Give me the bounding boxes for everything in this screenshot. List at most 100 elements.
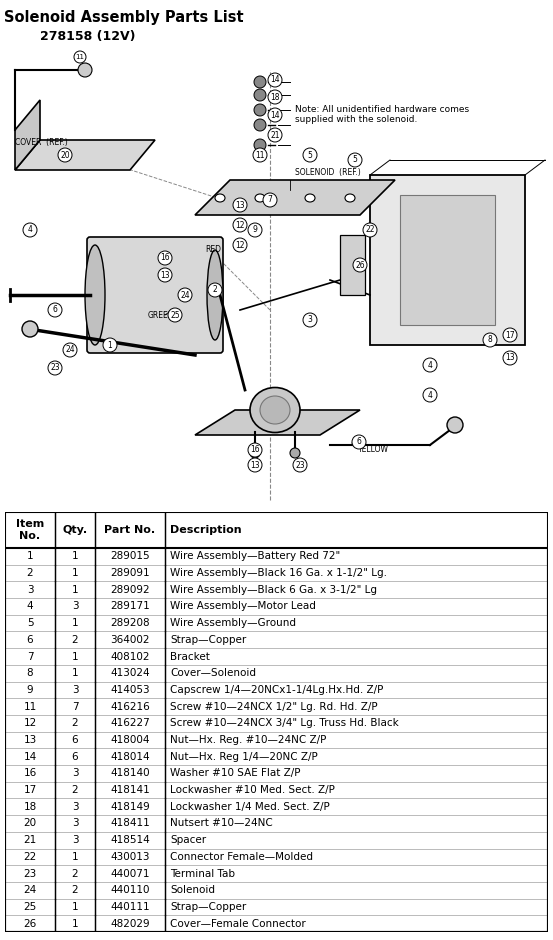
Text: 24: 24 [180, 290, 190, 300]
Text: 289208: 289208 [110, 619, 150, 628]
Text: 8: 8 [488, 336, 492, 344]
Circle shape [233, 198, 247, 212]
Circle shape [254, 119, 266, 131]
Text: 14: 14 [270, 75, 280, 85]
Text: 3: 3 [307, 316, 312, 324]
Text: 17: 17 [505, 331, 515, 339]
Text: 20: 20 [60, 150, 70, 160]
Circle shape [268, 108, 282, 122]
Text: 4: 4 [427, 390, 432, 400]
Text: 21: 21 [23, 835, 36, 845]
Text: 1: 1 [108, 340, 112, 350]
Text: 7: 7 [27, 651, 33, 662]
Text: 14: 14 [270, 111, 280, 119]
Text: Qty.: Qty. [62, 525, 87, 535]
Text: 13: 13 [160, 271, 170, 279]
Circle shape [168, 308, 182, 322]
Text: 14: 14 [23, 752, 36, 761]
Circle shape [268, 73, 282, 87]
Text: Terminal Tab: Terminal Tab [170, 869, 235, 879]
Ellipse shape [260, 396, 290, 424]
Text: 1: 1 [72, 902, 79, 912]
Text: Nutsert #10—24NC: Nutsert #10—24NC [170, 819, 273, 828]
Circle shape [250, 448, 260, 458]
Text: GREEN: GREEN [148, 311, 175, 320]
Text: 418514: 418514 [110, 835, 150, 845]
Text: SOLENOID  (REF.): SOLENOID (REF.) [295, 168, 361, 177]
Text: 1: 1 [72, 651, 79, 662]
Text: 418004: 418004 [110, 735, 150, 745]
Text: 18: 18 [270, 92, 280, 102]
Circle shape [254, 104, 266, 116]
Text: 3: 3 [72, 835, 79, 845]
Text: 25: 25 [170, 310, 180, 320]
Text: 430013: 430013 [110, 852, 150, 862]
Circle shape [158, 268, 172, 282]
Text: Item
No.: Item No. [16, 519, 44, 541]
Text: 289171: 289171 [110, 602, 150, 611]
Text: 416216: 416216 [110, 701, 150, 712]
Text: 2: 2 [72, 885, 79, 895]
Text: 24: 24 [65, 346, 75, 354]
Text: 16: 16 [250, 446, 260, 455]
Text: 1: 1 [72, 918, 79, 929]
Text: 13: 13 [250, 461, 260, 469]
Text: 4: 4 [27, 602, 33, 611]
Circle shape [363, 223, 377, 237]
Text: Bracket: Bracket [170, 651, 210, 662]
Text: 1: 1 [72, 852, 79, 862]
Text: Note: All unidentified hardware comes
supplied with the solenoid.: Note: All unidentified hardware comes su… [295, 105, 469, 124]
Text: 25: 25 [23, 902, 36, 912]
Text: Lockwasher 1/4 Med. Sect. Z/P: Lockwasher 1/4 Med. Sect. Z/P [170, 802, 330, 812]
Circle shape [268, 90, 282, 104]
Text: 13: 13 [505, 353, 515, 363]
Circle shape [63, 343, 77, 357]
Text: 1: 1 [72, 552, 79, 561]
Text: 26: 26 [23, 918, 36, 929]
Circle shape [208, 283, 222, 297]
Text: 1: 1 [72, 568, 79, 578]
Text: 416227: 416227 [110, 718, 150, 728]
Text: Solenoid: Solenoid [170, 885, 215, 895]
Text: 289091: 289091 [110, 568, 150, 578]
Circle shape [503, 351, 517, 365]
Text: 278158 (12V): 278158 (12V) [40, 30, 135, 43]
Text: 1: 1 [27, 552, 33, 561]
Text: 413024: 413024 [110, 668, 150, 679]
Text: 3: 3 [72, 602, 79, 611]
Text: 3: 3 [72, 819, 79, 828]
Text: Solenoid Assembly Parts List: Solenoid Assembly Parts List [4, 10, 244, 25]
Text: 1: 1 [72, 668, 79, 679]
Circle shape [22, 321, 38, 337]
Text: 23: 23 [50, 364, 60, 372]
Text: 6: 6 [27, 634, 33, 645]
Text: 418140: 418140 [110, 768, 150, 778]
Text: 11: 11 [255, 150, 265, 160]
Bar [5, 512, 548, 548]
Text: 418014: 418014 [110, 752, 150, 761]
Text: Strap—Copper: Strap—Copper [170, 634, 246, 645]
Text: 23: 23 [295, 461, 305, 469]
Text: Nut—Hx. Reg. #10—24NC Z/P: Nut—Hx. Reg. #10—24NC Z/P [170, 735, 326, 745]
Circle shape [423, 388, 437, 402]
Text: 22: 22 [23, 852, 36, 862]
Circle shape [233, 238, 247, 252]
Text: 440110: 440110 [110, 885, 150, 895]
Circle shape [268, 128, 282, 142]
Circle shape [423, 358, 437, 372]
Circle shape [352, 435, 366, 449]
Text: 418411: 418411 [110, 819, 150, 828]
Text: 364002: 364002 [110, 634, 150, 645]
Text: Screw #10—24NCX 1/2" Lg. Rd. Hd. Z/P: Screw #10—24NCX 1/2" Lg. Rd. Hd. Z/P [170, 701, 378, 712]
Circle shape [353, 258, 367, 272]
Text: Description: Description [170, 525, 242, 535]
Text: 2: 2 [27, 568, 33, 578]
Text: 26: 26 [355, 260, 365, 270]
Circle shape [253, 148, 267, 162]
Text: Nut—Hx. Reg 1/4—20NC Z/P: Nut—Hx. Reg 1/4—20NC Z/P [170, 752, 318, 761]
Text: 1: 1 [72, 585, 79, 595]
Ellipse shape [85, 245, 105, 345]
Circle shape [233, 218, 247, 232]
Text: 23: 23 [23, 869, 36, 879]
Text: 289092: 289092 [110, 585, 150, 595]
